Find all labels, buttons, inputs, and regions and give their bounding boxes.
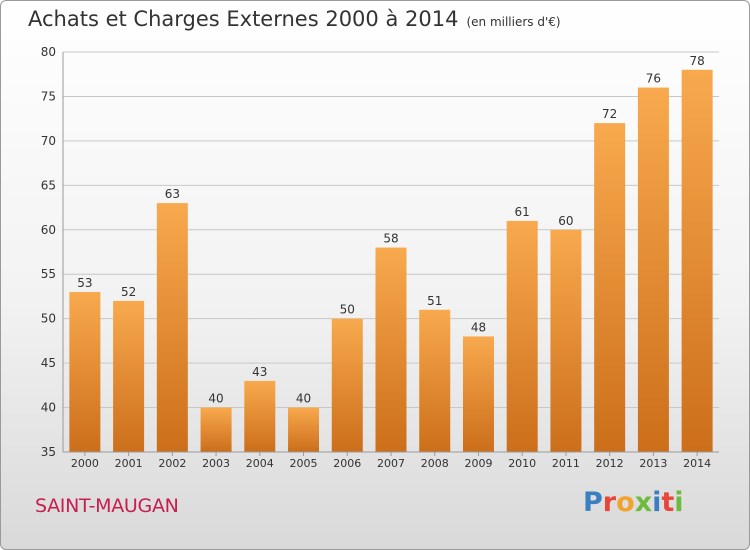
bar	[113, 300, 145, 452]
y-tick-label: 35	[41, 445, 56, 459]
bar	[156, 203, 188, 452]
data-labels: 53 52 63 40 43 40 50 58 51 48 61 60 72 76 78	[77, 54, 705, 406]
data-label: 40	[296, 392, 311, 406]
data-label: 40	[208, 392, 223, 406]
bar	[69, 292, 101, 452]
y-tick-label: 65	[41, 178, 56, 192]
y-tick-label: 80	[41, 45, 56, 59]
x-tick-label: 2005	[290, 457, 318, 470]
x-tick-label: 2002	[158, 457, 186, 470]
x-tick-label: 2008	[421, 457, 449, 470]
logo-letter: t	[661, 487, 675, 518]
data-label: 72	[602, 107, 617, 121]
commune-name: SAINT-MAUGAN	[35, 495, 179, 517]
y-tick-label: 70	[41, 134, 56, 148]
y-tick-label: 75	[41, 89, 56, 103]
x-tick-label: 2011	[552, 457, 580, 470]
data-label: 76	[646, 72, 661, 86]
x-tick-label: 2009	[464, 457, 492, 470]
x-tick-label: 2014	[683, 457, 711, 470]
bar	[419, 309, 451, 452]
data-label: 53	[77, 276, 92, 290]
logo-letter: o	[616, 487, 635, 518]
y-tick-label: 50	[41, 312, 56, 326]
logo-letter: r	[602, 487, 617, 518]
x-tick-label: 2001	[115, 457, 143, 470]
chart-title: Achats et Charges Externes 2000 à 2014 (e…	[28, 7, 561, 31]
bar	[331, 318, 363, 452]
data-label: 78	[689, 54, 704, 68]
data-label: 61	[515, 205, 530, 219]
bar	[375, 247, 407, 452]
x-tick-label: 2007	[377, 457, 405, 470]
data-label: 48	[471, 320, 486, 334]
x-tick-label: 2006	[333, 457, 361, 470]
y-tick-label: 60	[41, 223, 56, 237]
data-label: 60	[558, 214, 573, 228]
data-label: 58	[383, 232, 398, 246]
x-tick-label: 2012	[596, 457, 624, 470]
bars	[69, 69, 713, 453]
x-tick-label: 2000	[71, 457, 99, 470]
data-label: 63	[165, 187, 180, 201]
bar	[462, 336, 494, 452]
chart-subtitle: (en milliers d'€)	[466, 15, 561, 29]
data-label: 43	[252, 365, 267, 379]
y-tick-label: 40	[41, 401, 56, 415]
bar	[288, 407, 320, 452]
bar	[200, 407, 232, 452]
bar	[244, 380, 276, 452]
bar	[681, 69, 713, 453]
logo-letter: i	[652, 487, 662, 518]
x-tick-label: 2013	[639, 457, 667, 470]
data-label: 52	[121, 285, 136, 299]
bar	[594, 123, 626, 452]
x-tick-label: 2003	[202, 457, 230, 470]
data-label: 50	[340, 303, 355, 317]
logo-letter: x	[634, 487, 653, 518]
logo-letter: P	[583, 487, 603, 518]
data-label: 51	[427, 294, 442, 308]
x-tick-label: 2010	[508, 457, 536, 470]
bar	[637, 87, 669, 453]
y-tick-label: 45	[41, 356, 56, 370]
logo-letter: i	[674, 487, 684, 518]
bar	[506, 220, 538, 452]
x-tick-label: 2004	[246, 457, 274, 470]
y-tick-label: 55	[41, 267, 56, 281]
axes: 35 40 45 50 55 60 65 70 75 80 2000 2001 2002 2003 2004…	[41, 45, 719, 470]
bar	[550, 229, 582, 452]
proxiti-logo: Proxiti	[583, 487, 684, 518]
